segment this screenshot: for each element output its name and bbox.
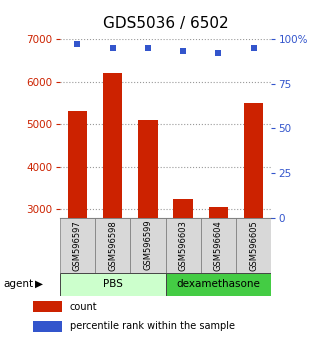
Text: dexamethasone: dexamethasone [176, 279, 260, 289]
Text: agent: agent [3, 279, 33, 289]
Bar [244, 103, 263, 337]
Text: GSM596597: GSM596597 [73, 220, 82, 270]
Point [216, 50, 221, 56]
Text: ▶: ▶ [35, 279, 43, 289]
Text: PBS: PBS [103, 279, 122, 289]
Bar [103, 73, 122, 337]
Bar [209, 207, 228, 337]
Bar [60, 218, 95, 273]
Text: GSM596603: GSM596603 [179, 220, 188, 270]
Bar [33, 301, 63, 312]
Text: GSM596599: GSM596599 [143, 220, 152, 270]
Text: GDS5036 / 6502: GDS5036 / 6502 [103, 16, 228, 31]
Point [110, 45, 115, 51]
Text: percentile rank within the sample: percentile rank within the sample [70, 321, 235, 331]
Text: GSM596598: GSM596598 [108, 220, 117, 270]
Bar [236, 218, 271, 273]
Text: count: count [70, 302, 97, 312]
Bar [201, 218, 236, 273]
Bar [138, 120, 158, 337]
Point [180, 48, 186, 54]
Bar [60, 273, 166, 296]
Bar [166, 218, 201, 273]
Text: GSM596604: GSM596604 [214, 220, 223, 270]
Bar [166, 273, 271, 296]
Point [145, 45, 151, 51]
Point [251, 45, 257, 51]
Text: GSM596605: GSM596605 [249, 220, 258, 270]
Bar [68, 111, 87, 337]
Bar [130, 218, 166, 273]
Bar [173, 199, 193, 337]
Point [74, 41, 80, 47]
Bar [95, 218, 130, 273]
Bar [33, 321, 63, 332]
